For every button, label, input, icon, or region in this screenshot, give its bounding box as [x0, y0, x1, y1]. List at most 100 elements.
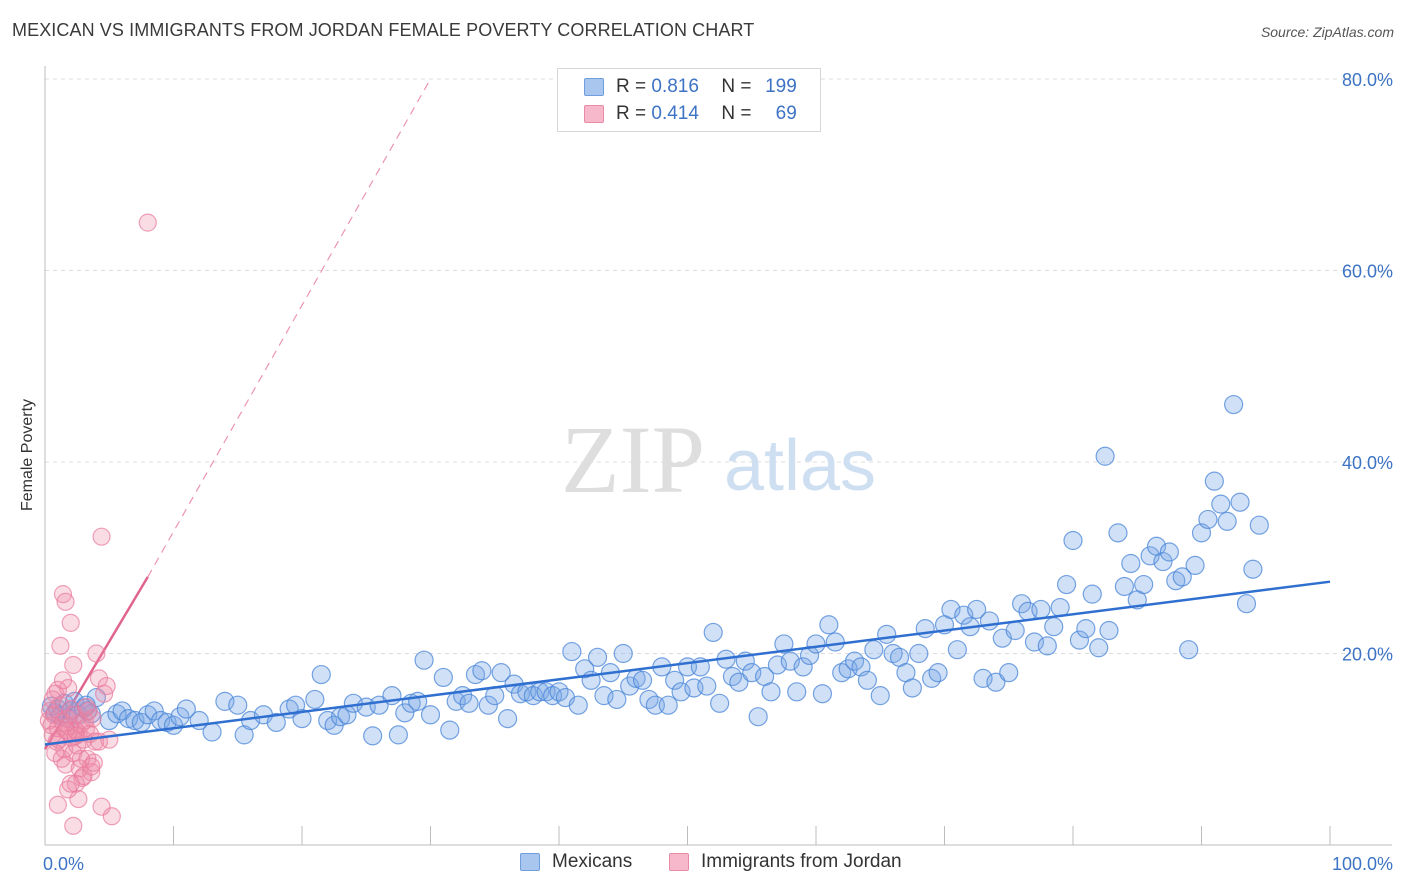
mexicans-point	[928, 663, 948, 683]
mexicans-point	[812, 684, 833, 704]
mexicans-point	[986, 672, 1006, 692]
mexicans-point	[292, 709, 312, 729]
jordan-point	[64, 655, 83, 675]
mexicans-point	[472, 661, 492, 681]
mexicans-point	[671, 682, 691, 702]
jordan-point	[92, 797, 111, 816]
mexicans-point	[1204, 471, 1224, 491]
mexicans-trend-line	[44, 580, 1331, 746]
source-label: Source: ZipAtlas.com	[1260, 24, 1394, 40]
mexicans-point	[902, 678, 922, 698]
mexicans-point	[1005, 620, 1025, 641]
mexicans-point	[498, 709, 518, 729]
series-name-jordan: Immigrants from Jordan	[701, 851, 902, 872]
series-legend: Mexicans Immigrants from Jordan	[0, 851, 1406, 879]
mexicans-point	[305, 689, 325, 710]
mexicans-point	[1121, 553, 1141, 574]
mexicans-point	[144, 701, 164, 721]
mexicans-point	[774, 634, 794, 654]
mexicans-point	[1011, 594, 1032, 614]
chart-title: MEXICAN VS IMMIGRANTS FROM JORDAN FEMALE…	[12, 20, 755, 40]
mexicans-point	[607, 689, 627, 710]
jordan-point	[51, 636, 70, 655]
jordan-point	[43, 690, 62, 709]
x-tick-label: 100.0%	[1332, 854, 1393, 874]
mexicans-point	[1044, 617, 1064, 637]
mexicans-point	[703, 622, 723, 643]
watermark-atlas: atlas	[724, 426, 876, 506]
mexicans-point	[107, 704, 127, 724]
mexicans-point	[440, 720, 460, 740]
jordan-point	[61, 774, 80, 793]
x-tick-label: 0.0%	[43, 854, 84, 874]
jordan-points	[39, 213, 157, 835]
series-legend-jordan[interactable]: Immigrants from Jordan	[669, 851, 902, 873]
tick-labels: 20.0% 40.0% 60.0% 80.0% 0.0% 100.0%	[43, 70, 1393, 874]
mexicans-point	[1243, 559, 1263, 579]
mexicans-point	[1024, 632, 1045, 652]
mexicans-point	[170, 707, 190, 727]
legend-n-label: N =	[721, 76, 752, 97]
mexicans-point	[1198, 509, 1218, 530]
mexicans-point	[787, 682, 807, 702]
mexicans-point	[1211, 494, 1231, 514]
legend-n-label: N =	[721, 103, 752, 124]
series-legend-mexicans[interactable]: Mexicans	[520, 851, 632, 873]
mexicans-point	[710, 693, 730, 713]
jordan-point	[77, 698, 96, 717]
legend-r-label: R =	[616, 76, 647, 97]
y-tick-label: 60.0%	[1342, 262, 1393, 282]
mexicans-point	[1063, 530, 1083, 551]
mexicans-points	[41, 394, 1269, 746]
jordan-point	[61, 613, 80, 632]
mexicans-point	[761, 682, 781, 702]
mexicans-point	[1076, 619, 1096, 639]
mexicans-point	[819, 615, 839, 635]
mexicans-point	[1031, 599, 1051, 620]
mexicans-point	[414, 650, 434, 670]
mexicans-point	[1185, 555, 1205, 576]
mexicans-point	[748, 707, 768, 727]
mexicans-point	[658, 695, 678, 715]
mexicans-point	[234, 725, 254, 745]
mexicans-point	[1249, 515, 1269, 535]
mexicans-point	[665, 670, 685, 690]
mexicans-point	[864, 640, 884, 660]
mexicans-point	[562, 641, 582, 662]
jordan-trend-extension	[147, 78, 432, 578]
y-tick-label: 40.0%	[1342, 453, 1393, 473]
mexicans-point	[176, 699, 196, 719]
jordan-point	[71, 749, 91, 768]
jordan-point	[83, 709, 102, 728]
mexicans-point	[1172, 567, 1192, 587]
mexicans-point	[793, 657, 813, 677]
mexicans-point	[1230, 492, 1250, 512]
mexicans-point	[388, 725, 408, 745]
jordan-point	[64, 816, 83, 835]
mexicans-point	[408, 691, 428, 711]
jordan-point	[48, 795, 67, 814]
jordan-point	[82, 757, 101, 776]
mexicans-point	[1134, 574, 1154, 595]
mexicans-point	[1089, 638, 1109, 658]
mexicans-point	[1114, 576, 1135, 597]
legend-n-value-jordan: 69	[775, 103, 797, 124]
legend-swatch-jordan	[584, 105, 604, 123]
mexicans-point	[1095, 446, 1115, 466]
legend-row-mexicans: R = 0.816 N = 199	[558, 75, 797, 99]
mexicans-point	[1082, 584, 1102, 604]
mexicans-point	[491, 663, 511, 683]
mexicans-point	[594, 686, 614, 706]
mexicans-point	[1153, 551, 1173, 572]
mexicans-point	[909, 643, 929, 664]
mexicans-point	[967, 599, 987, 620]
mexicans-point	[1224, 394, 1244, 415]
legend-r-label: R =	[616, 103, 647, 124]
legend-row-jordan: R = 0.414 N = 69	[558, 102, 797, 126]
mexicans-point	[973, 668, 993, 688]
series-swatch-mexicans	[520, 853, 540, 871]
mexicans-point	[587, 647, 608, 667]
mexicans-point	[806, 634, 826, 654]
jordan-point	[53, 671, 73, 690]
